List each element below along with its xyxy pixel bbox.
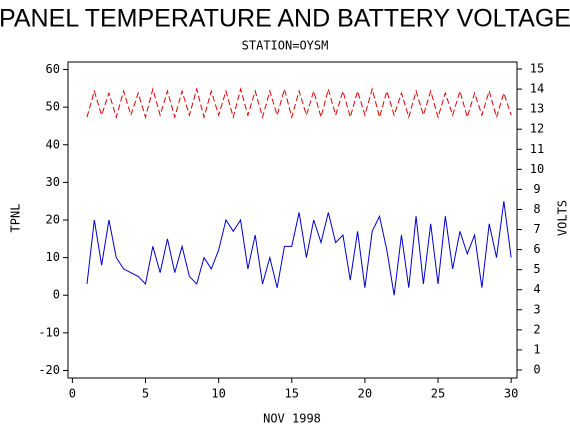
y-tick-label: 30 — [46, 175, 60, 189]
chart-subtitle: STATION=OYSM — [242, 39, 329, 53]
x-tick-label: 25 — [431, 387, 445, 401]
y-tick-label: 20 — [46, 213, 60, 227]
x-tick-label: 0 — [69, 387, 76, 401]
y-tick-label: -20 — [38, 363, 60, 377]
x-tick-label: 5 — [142, 387, 149, 401]
y2-tick-label: 3 — [533, 302, 540, 316]
y2-tick-label: 1 — [533, 342, 540, 356]
y2-tick-label: 9 — [533, 182, 540, 196]
y2-tick-label: 6 — [533, 242, 540, 256]
y2-tick-label: 0 — [533, 362, 540, 376]
x-axis-label: NOV 1998 — [263, 412, 321, 426]
y-tick-label: 0 — [53, 288, 60, 302]
y-axis-label: TPNL — [9, 204, 23, 233]
y2-tick-label: 5 — [533, 262, 540, 276]
y2-tick-label: 10 — [530, 162, 544, 176]
y2-tick-label: 2 — [533, 322, 540, 336]
x-tick-label: 10 — [211, 387, 225, 401]
y2-axis-label: VOLTS — [556, 200, 570, 236]
y2-tick-label: 4 — [533, 282, 540, 296]
y2-tick-label: 8 — [533, 202, 540, 216]
y-tick-label: 10 — [46, 250, 60, 264]
x-tick-label: 30 — [504, 387, 518, 401]
x-tick-label: 20 — [358, 387, 372, 401]
series-line — [86, 201, 512, 296]
y2-tick-label: 12 — [530, 122, 544, 136]
y2-tick-label: 14 — [530, 82, 544, 96]
x-tick-label: 15 — [285, 387, 299, 401]
y2-tick-label: 11 — [530, 142, 544, 156]
y-tick-label: 40 — [46, 137, 60, 151]
plot-frame — [67, 61, 518, 379]
series-line — [86, 87, 512, 120]
y2-tick-label: 15 — [530, 62, 544, 76]
y2-tick-label: 13 — [530, 102, 544, 116]
y-tick-label: 50 — [46, 100, 60, 114]
y2-tick-label: 7 — [533, 222, 540, 236]
y-tick-label: 60 — [46, 62, 60, 76]
chart-title: PANEL TEMPERATURE AND BATTERY VOLTAGE — [0, 5, 570, 33]
y-tick-label: -10 — [38, 325, 60, 339]
